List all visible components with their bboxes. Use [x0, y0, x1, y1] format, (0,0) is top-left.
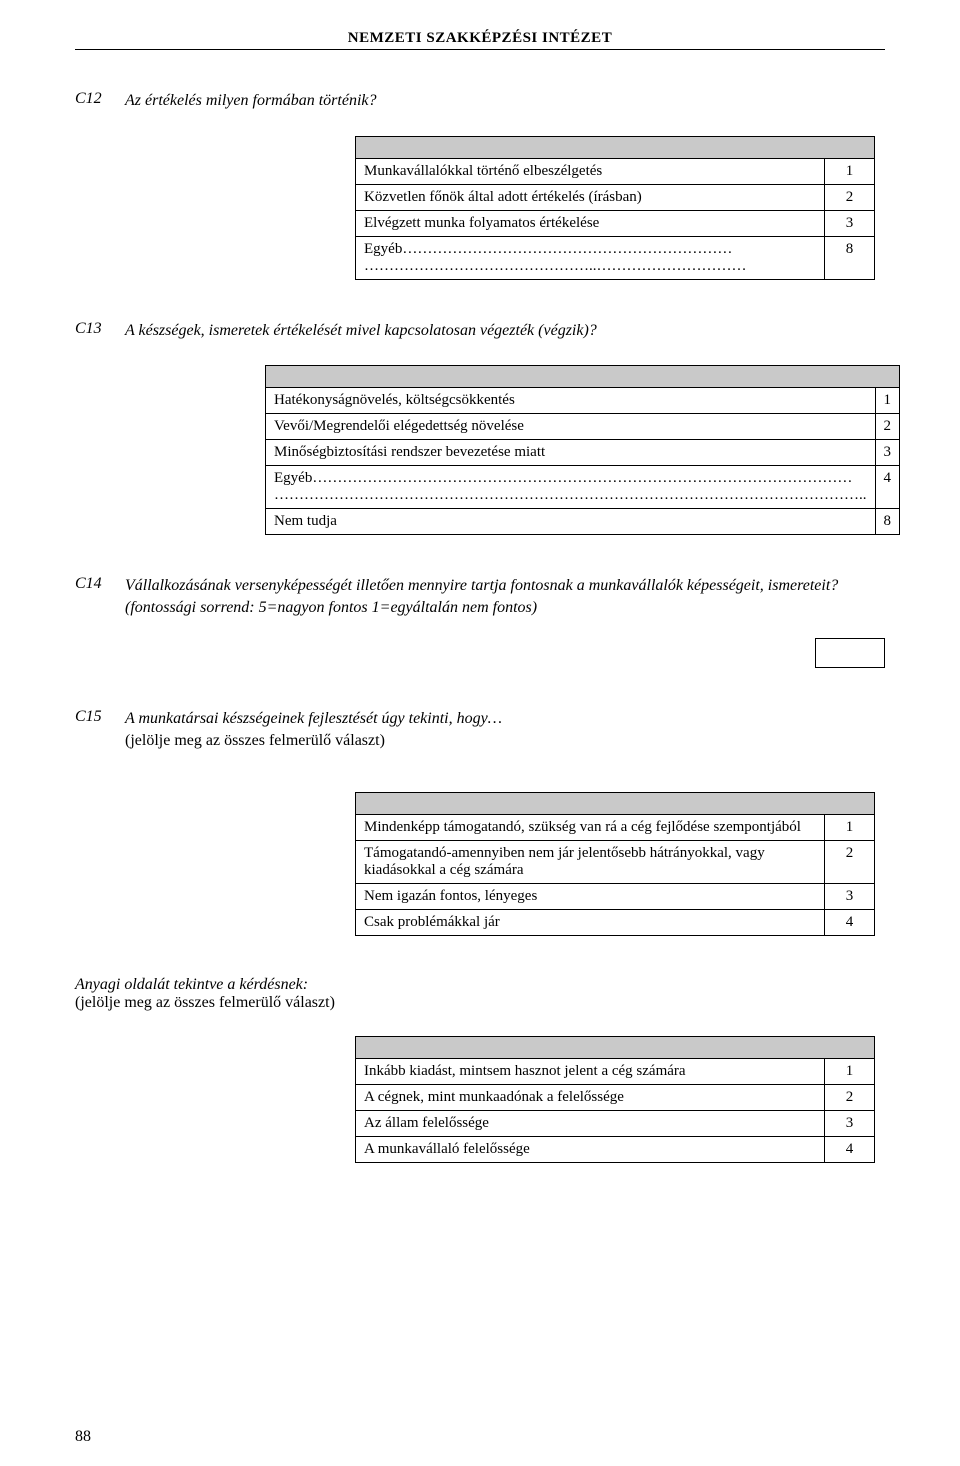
answer-code: 2 — [825, 840, 875, 883]
table-row: Mindenképp támogatandó, szükség van rá a… — [356, 814, 875, 840]
answer-table-c13: Hatékonyságnövelés, költségcsökkentés 1 … — [265, 365, 885, 535]
answer-label: Minőségbiztosítási rendszer bevezetése m… — [266, 440, 876, 466]
answer-code: 2 — [875, 414, 900, 440]
question-text: Vállalkozásának versenyképességét illető… — [125, 575, 838, 618]
page-number: 88 — [75, 1428, 91, 1446]
table-row: Támogatandó-amennyiben nem jár jelentőse… — [356, 840, 875, 883]
question-c15: C15 A munkatársai készségeinek fejleszté… — [75, 708, 885, 751]
table: Hatékonyságnövelés, költségcsökkentés 1 … — [265, 365, 900, 535]
table-header-blank — [356, 792, 875, 814]
answer-code: 4 — [825, 909, 875, 935]
answer-code: 4 — [875, 466, 900, 509]
table: Munkavállalókkal történő elbeszélgetés 1… — [355, 136, 875, 280]
answer-code: 3 — [825, 883, 875, 909]
answer-code: 1 — [825, 814, 875, 840]
question-code: C13 — [75, 320, 125, 338]
question-c12: C12 Az értékelés milyen formában történi… — [75, 90, 885, 112]
running-head: NEMZETI SZAKKÉPZÉSI INTÉZET — [75, 30, 885, 50]
question-text: A készségek, ismeretek értékelését mivel… — [125, 320, 597, 342]
answer-label: Közvetlen főnök által adott értékelés (í… — [356, 184, 825, 210]
answer-label: Nem tudja — [266, 509, 876, 535]
subquestion-c15b: Anyagi oldalát tekintve a kérdésnek: (je… — [75, 976, 885, 1012]
table: Mindenképp támogatandó, szükség van rá a… — [355, 792, 875, 936]
answer-label: Hatékonyságnövelés, költségcsökkentés — [266, 388, 876, 414]
question-instr: (jelölje meg az összes felmerülő választ… — [125, 732, 385, 749]
answer-label: Támogatandó-amennyiben nem jár jelentőse… — [356, 840, 825, 883]
answer-code: 2 — [825, 184, 875, 210]
answer-table-c15b: Inkább kiadást, mintsem hasznot jelent a… — [355, 1036, 885, 1163]
answer-label: Vevői/Megrendelői elégedettség növelése — [266, 414, 876, 440]
question-text: Az értékelés milyen formában történik? — [125, 90, 377, 112]
question-code: C12 — [75, 90, 125, 108]
answer-code: 4 — [825, 1136, 875, 1162]
table-row: Az állam felelőssége 3 — [356, 1110, 875, 1136]
table-row: Nem igazán fontos, lényeges 3 — [356, 883, 875, 909]
table-row: Munkavállalókkal történő elbeszélgetés 1 — [356, 158, 875, 184]
answer-code: 1 — [825, 158, 875, 184]
table-header-blank — [356, 136, 875, 158]
question-code: C15 — [75, 708, 125, 726]
subquestion-instr: (jelölje meg az összes felmerülő választ… — [75, 994, 885, 1012]
table-row: A munkavállaló felelőssége 4 — [356, 1136, 875, 1162]
answer-table-c12: Munkavállalókkal történő elbeszélgetés 1… — [355, 136, 885, 280]
answer-table-c15: Mindenképp támogatandó, szükség van rá a… — [355, 792, 885, 936]
question-text-main: A munkatársai készségeinek fejlesztését … — [125, 710, 502, 727]
table: Inkább kiadást, mintsem hasznot jelent a… — [355, 1036, 875, 1163]
answer-code: 3 — [825, 210, 875, 236]
answer-label: Az állam felelőssége — [356, 1110, 825, 1136]
answer-blank-box — [815, 638, 885, 668]
table-row: Egyéb………………………………………………………… ………………………………… — [356, 236, 875, 279]
answer-label: Mindenképp támogatandó, szükség van rá a… — [356, 814, 825, 840]
table-row: Nem tudja 8 — [266, 509, 900, 535]
table-row: Elvégzett munka folyamatos értékelése 3 — [356, 210, 875, 236]
answer-code: 8 — [875, 509, 900, 535]
answer-label: Egyéb……………………………………………………………………………………………… — [266, 466, 876, 509]
question-instr: (fontossági sorrend: 5=nagyon fontos 1=e… — [125, 599, 537, 616]
answer-code: 1 — [825, 1058, 875, 1084]
answer-code: 2 — [825, 1084, 875, 1110]
answer-label: Elvégzett munka folyamatos értékelése — [356, 210, 825, 236]
question-c13: C13 A készségek, ismeretek értékelését m… — [75, 320, 885, 342]
answer-label: Inkább kiadást, mintsem hasznot jelent a… — [356, 1058, 825, 1084]
answer-code: 1 — [875, 388, 900, 414]
answer-label: A cégnek, mint munkaadónak a felelőssége — [356, 1084, 825, 1110]
answer-code: 3 — [875, 440, 900, 466]
answer-label: Egyéb………………………………………………………… ………………………………… — [356, 236, 825, 279]
table-header-blank — [266, 366, 900, 388]
table-row: Hatékonyságnövelés, költségcsökkentés 1 — [266, 388, 900, 414]
table-row: Minőségbiztosítási rendszer bevezetése m… — [266, 440, 900, 466]
table-row: Vevői/Megrendelői elégedettség növelése … — [266, 414, 900, 440]
page: NEMZETI SZAKKÉPZÉSI INTÉZET C12 Az érték… — [0, 0, 960, 1466]
table-row: Inkább kiadást, mintsem hasznot jelent a… — [356, 1058, 875, 1084]
question-code: C14 — [75, 575, 125, 593]
question-c14: C14 Vállalkozásának versenyképességét il… — [75, 575, 885, 618]
answer-label: Munkavállalókkal történő elbeszélgetés — [356, 158, 825, 184]
table-row: Közvetlen főnök által adott értékelés (í… — [356, 184, 875, 210]
answer-code: 3 — [825, 1110, 875, 1136]
table-row: Csak problémákkal jár 4 — [356, 909, 875, 935]
answer-label: Nem igazán fontos, lényeges — [356, 883, 825, 909]
question-text-main: Vállalkozásának versenyképességét illető… — [125, 577, 838, 594]
subquestion-text: Anyagi oldalát tekintve a kérdésnek: — [75, 976, 885, 994]
answer-label: A munkavállaló felelőssége — [356, 1136, 825, 1162]
table-row: Egyéb……………………………………………………………………………………………… — [266, 466, 900, 509]
table-row: A cégnek, mint munkaadónak a felelőssége… — [356, 1084, 875, 1110]
answer-code: 8 — [825, 236, 875, 279]
answer-label: Csak problémákkal jár — [356, 909, 825, 935]
question-text: A munkatársai készségeinek fejlesztését … — [125, 708, 502, 751]
table-header-blank — [356, 1036, 875, 1058]
